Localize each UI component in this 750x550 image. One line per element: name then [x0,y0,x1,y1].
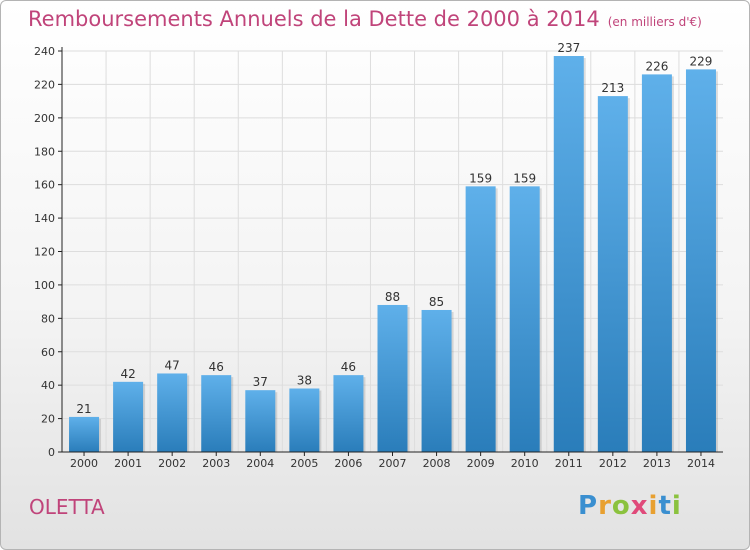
x-tick-label: 2000 [70,457,98,470]
bar-2004 [245,390,276,452]
y-tick-label: 220 [34,78,55,91]
y-tick-label: 40 [41,379,55,392]
value-label: 42 [120,367,135,381]
value-label: 213 [601,81,624,95]
logo-letter: i [648,491,659,521]
y-tick-label: 0 [48,446,55,459]
y-tick-label: 160 [34,179,55,192]
logo-letter: t [658,491,672,521]
bar-2009 [465,186,496,452]
y-tick-label: 180 [34,145,55,158]
y-tick-label: 80 [41,312,55,325]
value-label: 37 [253,375,268,389]
value-label: 46 [341,360,356,374]
value-label: 229 [690,54,713,68]
bar-2014 [685,69,716,453]
x-tick-label: 2002 [158,457,186,470]
y-tick-label: 240 [34,45,55,58]
x-tick-label: 2004 [246,457,274,470]
logo-letter: i [671,491,682,521]
x-tick-label: 2009 [467,457,495,470]
chart-subtitle: (en milliers d'€) [607,15,702,29]
bar-2013 [641,74,672,453]
y-tick-label: 60 [41,346,55,359]
x-tick-label: 2005 [290,457,318,470]
bar-2002 [157,373,188,452]
x-tick-label: 2014 [687,457,715,470]
y-tick-label: 200 [34,112,55,125]
proxiti-logo: Proxiti [578,491,682,521]
x-tick-label: 2001 [114,457,142,470]
x-tick-label: 2008 [423,457,451,470]
bar-2005 [289,388,320,452]
bar-2010 [509,186,540,452]
x-tick-label: 2010 [511,457,539,470]
x-tick-label: 2007 [379,457,407,470]
chart-title: Remboursements Annuels de la Dette de 20… [28,7,702,31]
x-tick-label: 2012 [599,457,627,470]
value-label: 46 [209,360,224,374]
x-tick-label: 2003 [202,457,230,470]
value-label: 21 [76,402,91,416]
logo-letter: P [578,491,599,521]
value-label: 88 [385,290,400,304]
logo-letter: o [611,491,631,521]
bar-2007 [377,304,408,452]
value-label: 226 [645,59,668,73]
value-label: 47 [165,358,180,372]
bar-2008 [421,309,452,452]
chart-title-text: Remboursements Annuels de la Dette de 20… [28,7,600,31]
bar-2003 [201,375,232,452]
y-tick-label: 100 [34,279,55,292]
x-tick-label: 2011 [555,457,583,470]
value-label: 38 [297,374,312,388]
bar-2001 [113,381,144,452]
bar-2000 [69,416,100,452]
y-tick-label: 120 [34,246,55,259]
bar-2011 [553,56,584,452]
y-tick-label: 140 [34,212,55,225]
x-tick-label: 2013 [643,457,671,470]
y-tick-label: 20 [41,413,55,426]
logo-letter: x [630,491,649,521]
logo-letter: r [598,491,612,521]
place-name: OLETTA [29,495,105,519]
x-tick-label: 2006 [334,457,362,470]
value-label: 237 [557,41,580,55]
value-label: 159 [469,171,492,185]
value-label: 159 [513,171,536,185]
value-label: 85 [429,295,444,309]
bar-2012 [597,96,628,453]
bar-2006 [333,375,364,452]
